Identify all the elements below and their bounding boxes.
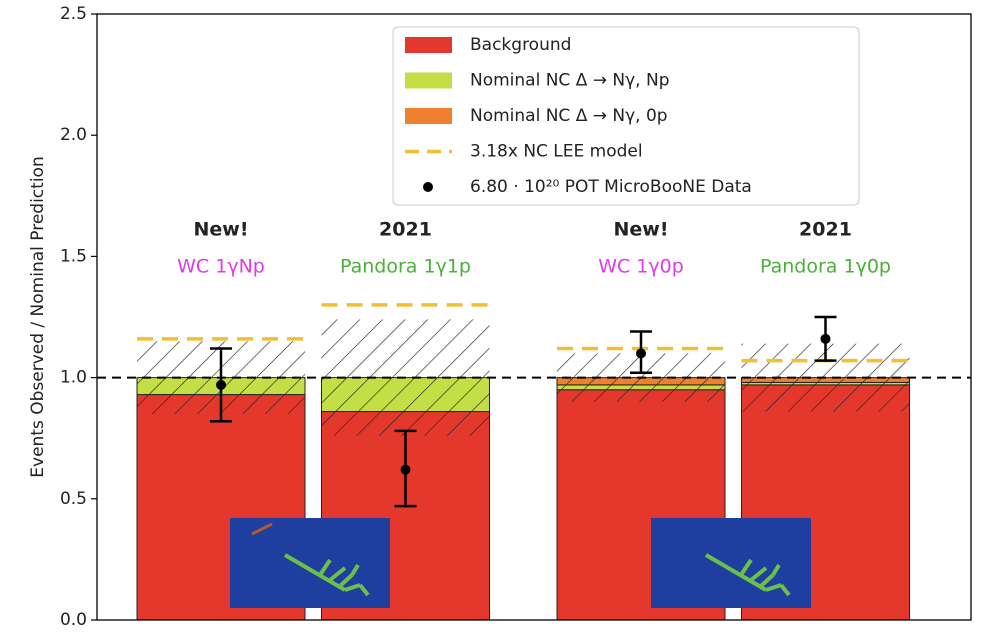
data-point <box>216 380 226 390</box>
category-tag: 2021 <box>379 219 432 241</box>
legend-label: 3.18x NC LEE model <box>470 142 643 162</box>
legend-swatch <box>405 73 452 89</box>
legend-label: Nominal NC Δ → Nγ, 0p <box>470 106 668 126</box>
legend-swatch <box>423 182 433 192</box>
legend-swatch <box>405 108 452 124</box>
data-point <box>636 348 646 358</box>
y-axis-label: Events Observed / Nominal Prediction <box>28 156 48 477</box>
y-tick-label: 2.5 <box>60 4 87 24</box>
y-tick-label: 1.5 <box>60 246 87 266</box>
legend-label: Nominal NC Δ → Nγ, Np <box>470 71 669 91</box>
legend-swatch <box>405 37 452 53</box>
data-point <box>401 465 411 475</box>
event-displays <box>230 518 811 608</box>
y-tick-label: 0.0 <box>60 610 87 630</box>
category-label: Pandora 1γ0p <box>760 256 891 278</box>
category-tag: 2021 <box>799 219 852 241</box>
y-tick-label: 1.0 <box>60 368 87 388</box>
category-tag: New! <box>193 219 248 241</box>
data-point <box>821 334 831 344</box>
legend-label: 6.80 · 10²⁰ POT MicroBooNE Data <box>470 177 752 197</box>
category-label: WC 1γNp <box>177 256 265 278</box>
y-tick-label: 0.5 <box>60 489 87 509</box>
y-tick-label: 2.0 <box>60 125 87 145</box>
chart: Events Observed / Nominal Prediction Bac… <box>0 0 984 634</box>
legend: Background Nominal NC Δ → Nγ, Np Nominal N… <box>393 27 859 205</box>
category-label: WC 1γ0p <box>598 256 684 278</box>
category-tag: New! <box>613 219 668 241</box>
category-label: Pandora 1γ1p <box>340 256 471 278</box>
legend-label: Background <box>470 35 571 55</box>
